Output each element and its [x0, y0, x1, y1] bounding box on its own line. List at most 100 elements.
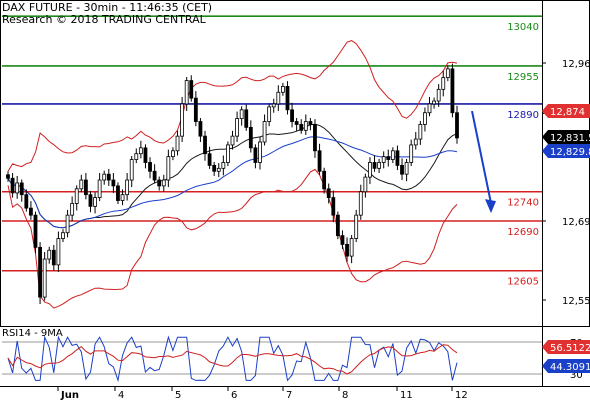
- candle-body: [427, 103, 432, 114]
- candle-body: [47, 249, 52, 260]
- price-marker: [542, 144, 590, 158]
- level-label: 12740: [507, 198, 539, 209]
- candle-body: [308, 121, 313, 125]
- candle-body: [38, 246, 42, 298]
- candle-body: [65, 214, 70, 234]
- candle-body: [239, 109, 244, 119]
- candle-body: [74, 188, 79, 204]
- level-label: 13040: [507, 22, 539, 33]
- price-marker-label: 12,829.8: [550, 147, 590, 158]
- candle-body: [299, 124, 304, 131]
- candle-body: [216, 167, 221, 172]
- x-tick-label: 5: [175, 390, 181, 400]
- price-panel-frame: [0, 0, 590, 327]
- candle-body: [423, 112, 427, 125]
- x-tick-label: 8: [342, 390, 348, 400]
- candle-body: [377, 162, 382, 169]
- y-tick-label: 12,960: [562, 59, 590, 70]
- candle-body: [258, 141, 262, 163]
- candle-body: [335, 214, 340, 237]
- candle-body: [102, 173, 107, 181]
- candle-body: [409, 144, 414, 163]
- candle-body: [203, 135, 207, 155]
- candle-body: [125, 179, 130, 196]
- x-tick-label: Jun: [60, 390, 79, 400]
- candle-body: [363, 176, 368, 193]
- x-tick-label: 12: [455, 390, 468, 400]
- candle-body: [61, 232, 65, 239]
- candle-body: [79, 179, 84, 190]
- rsi-marker: [542, 359, 590, 373]
- x-tick-label: 6: [231, 390, 237, 400]
- candle-body: [189, 80, 194, 99]
- candle-body: [386, 156, 391, 160]
- candle-body: [285, 86, 290, 111]
- candle-body: [221, 162, 226, 169]
- candle-body: [418, 124, 423, 140]
- rsi-line: [7, 335, 458, 383]
- x-tick-label: 11: [400, 390, 413, 400]
- candle-body: [294, 121, 299, 125]
- rsi-ma-value: 56.5122: [550, 343, 590, 354]
- candle-body: [313, 124, 317, 152]
- forecast-arrow-head: [485, 199, 496, 214]
- rsi-value: 44.3091: [550, 362, 590, 373]
- candle-body: [29, 207, 33, 216]
- candle-body: [340, 235, 345, 245]
- candle-body: [271, 103, 276, 108]
- candle-body: [83, 179, 88, 196]
- level-label: 12890: [507, 110, 539, 121]
- candle-body: [51, 249, 56, 266]
- candle-body: [129, 159, 134, 181]
- candle-body: [230, 135, 235, 146]
- candle-body: [267, 106, 272, 122]
- candle-body: [432, 100, 436, 105]
- level-label: 12690: [507, 227, 539, 238]
- candle-body: [248, 126, 253, 149]
- rsi-ma-line: [7, 344, 458, 375]
- candle-body: [134, 153, 139, 160]
- candle-body: [280, 86, 285, 93]
- candle-body: [368, 162, 372, 178]
- candle-body: [15, 182, 20, 194]
- bollinger-upper: [7, 40, 458, 172]
- candle-body: [226, 144, 230, 163]
- level-label: 12955: [507, 72, 539, 83]
- candle-body: [290, 109, 294, 122]
- candle-body: [404, 162, 409, 175]
- candle-body: [303, 121, 308, 131]
- candle-body: [111, 179, 116, 187]
- candle-body: [345, 244, 349, 257]
- candle-body: [148, 162, 152, 172]
- candle-body: [253, 147, 258, 163]
- candle-body: [193, 97, 198, 122]
- candle-body: [317, 150, 322, 172]
- price-marker-label: 12,831.5: [550, 133, 590, 144]
- rsi-title: RSI14 - 9MA: [2, 328, 63, 339]
- candle-body: [455, 112, 459, 139]
- candle-body: [354, 214, 359, 239]
- candle-body: [450, 68, 455, 114]
- candle-body: [24, 194, 29, 209]
- candle-body: [106, 173, 111, 181]
- price-marker: [542, 104, 590, 118]
- candle-body: [207, 153, 212, 166]
- candle-body: [276, 91, 281, 105]
- candle-body: [441, 77, 446, 90]
- candle-body: [56, 238, 61, 266]
- candle-body: [175, 135, 180, 152]
- candle-body: [157, 179, 162, 187]
- candle-body: [120, 194, 125, 201]
- rsi-level-label: 30: [570, 370, 583, 381]
- candle-body: [180, 103, 185, 137]
- candle-body: [395, 150, 400, 166]
- candle-body: [322, 170, 327, 190]
- candle-body: [143, 147, 148, 163]
- x-tick-label: 7: [286, 390, 292, 400]
- candle-body: [171, 150, 175, 158]
- candle-body: [93, 197, 97, 207]
- bollinger-lower: [7, 168, 458, 309]
- candle-body: [152, 170, 157, 181]
- candle-body: [235, 118, 239, 137]
